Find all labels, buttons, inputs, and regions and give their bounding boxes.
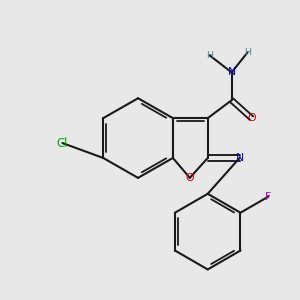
Text: O: O <box>247 113 256 123</box>
Text: N: N <box>236 153 244 163</box>
Text: H: H <box>206 51 213 60</box>
Text: O: O <box>185 173 194 183</box>
Text: H: H <box>244 48 251 57</box>
Text: Cl: Cl <box>57 136 68 149</box>
Text: F: F <box>265 192 272 202</box>
Text: N: N <box>227 68 236 77</box>
